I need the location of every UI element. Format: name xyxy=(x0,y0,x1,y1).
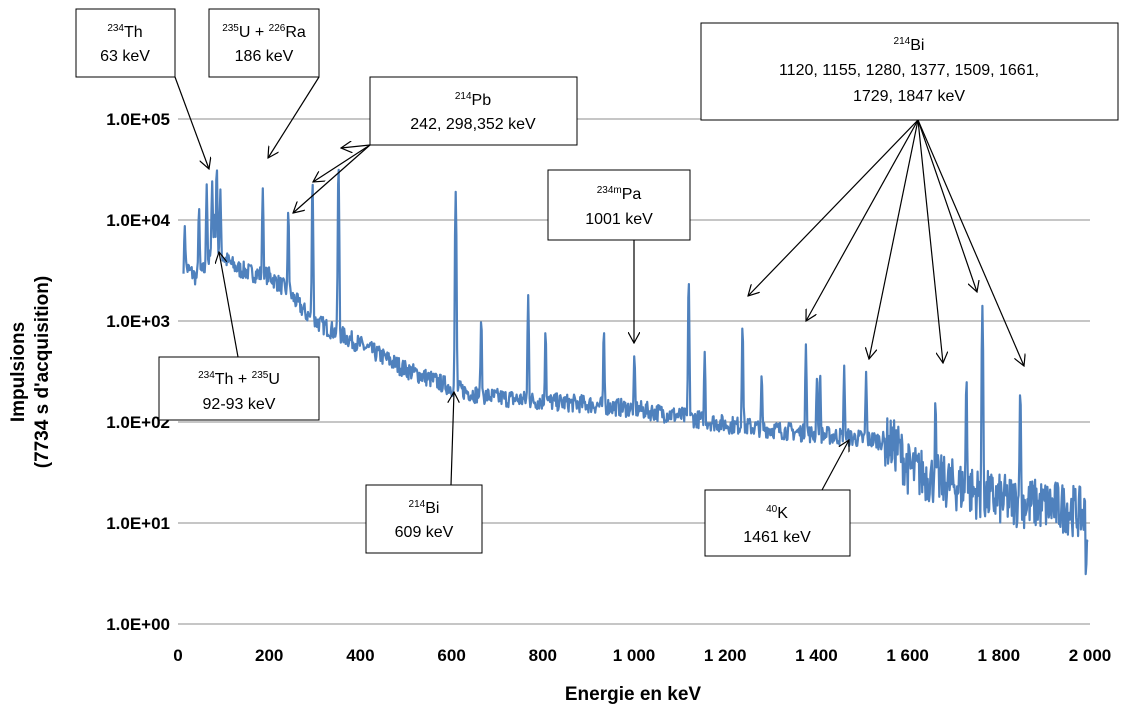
arrow-bi214-1661 xyxy=(917,119,943,363)
x-tick-label-4: 800 xyxy=(529,646,557,665)
svg-text:609 keV: 609 keV xyxy=(395,524,454,541)
arrow-bi214-1729 xyxy=(917,119,977,292)
arrow-th234-u235-92 xyxy=(219,252,239,358)
arrow-pb214-298 xyxy=(313,144,371,182)
annotation-u235-ra226: 235U + 226Ra 186 keV xyxy=(208,8,320,78)
svg-text:40K: 40K xyxy=(766,504,788,522)
svg-text:235U + 226Ra: 235U + 226Ra xyxy=(222,23,306,41)
svg-text:242, 298,352 keV: 242, 298,352 keV xyxy=(410,116,536,133)
arrow-u235-ra226 xyxy=(268,76,320,158)
svg-text:92-93 keV: 92-93 keV xyxy=(203,396,276,413)
y-tick-label-3: 1.0E+03 xyxy=(106,312,170,331)
annotation-k40: 40K 1461 keV xyxy=(704,489,851,557)
arrow-pb214-352 xyxy=(341,145,371,148)
x-tick-label-1: 200 xyxy=(255,646,283,665)
annotation-pa234m: 234mPa 1001 keV xyxy=(547,169,691,241)
x-tick-label-7: 1 400 xyxy=(795,646,838,665)
x-tick-label-3: 600 xyxy=(437,646,465,665)
y-axis-title-line-1: Impulsions xyxy=(8,322,29,422)
y-tick-label-4: 1.0E+04 xyxy=(106,211,170,230)
arrow-k40 xyxy=(821,440,849,491)
svg-text:214Pb: 214Pb xyxy=(455,91,491,109)
y-tick-labels: 1.0E+00 1.0E+01 1.0E+02 1.0E+03 1.0E+04 1.0E+… xyxy=(106,110,170,634)
x-tick-label-2: 400 xyxy=(346,646,374,665)
svg-text:214Bi: 214Bi xyxy=(409,499,440,517)
spectrum-line xyxy=(182,168,1089,576)
annotation-bi214-high: 214Bi 1120, 1155, 1280, 1377, 1509, 1661… xyxy=(700,22,1119,121)
x-tick-label-10: 2 000 xyxy=(1069,646,1112,665)
annotation-bi214-609: 214Bi 609 keV xyxy=(365,484,483,554)
x-tick-label-5: 1 000 xyxy=(613,646,656,665)
y-tick-label-0: 1.0E+00 xyxy=(106,615,170,634)
y-tick-label-1: 1.0E+01 xyxy=(106,514,170,533)
spectrum-series xyxy=(182,168,1089,576)
arrow-bi214-609 xyxy=(451,392,454,486)
annotation-arrows xyxy=(174,76,1024,491)
x-tick-label-6: 1 200 xyxy=(704,646,747,665)
annotation-th234-u235: 234Th + 235U 92-93 keV xyxy=(158,356,320,421)
x-tick-label-0: 0 xyxy=(173,646,182,665)
svg-text:1120, 1155, 1280, 1377, 1509,: 1120, 1155, 1280, 1377, 1509, 1661, xyxy=(779,62,1039,79)
svg-text:1001 keV: 1001 keV xyxy=(585,211,653,228)
x-tick-label-8: 1 600 xyxy=(886,646,929,665)
svg-text:234mPa: 234mPa xyxy=(597,185,642,203)
arrow-bi214-1509 xyxy=(869,119,919,359)
svg-text:234Th + 235U: 234Th + 235U xyxy=(198,370,280,388)
x-tick-labels: 0 200 400 600 800 1 000 1 200 1 400 1 600 1 800 2 … xyxy=(173,646,1111,665)
y-tick-label-5: 1.0E+05 xyxy=(106,110,170,129)
annotation-pb214: 214Pb 242, 298,352 keV xyxy=(369,76,578,146)
arrow-bi214-1280 xyxy=(806,119,919,321)
arrow-th234-63 xyxy=(174,76,209,169)
x-tick-label-9: 1 800 xyxy=(978,646,1021,665)
annotation-th234-63: 234Th 63 keV xyxy=(75,8,176,78)
svg-text:234Th: 234Th xyxy=(107,23,142,41)
svg-text:214Bi: 214Bi xyxy=(894,36,925,54)
arrow-bi214-1120 xyxy=(748,119,919,296)
arrow-bi214-1847 xyxy=(917,119,1024,366)
y-axis-title-line-2: (7734 s d'acquisition) xyxy=(32,276,53,468)
y-tick-label-2: 1.0E+02 xyxy=(106,413,170,432)
arrow-pb214-242 xyxy=(293,144,371,213)
svg-text:1729, 1847 keV: 1729, 1847 keV xyxy=(853,88,965,105)
svg-text:63 keV: 63 keV xyxy=(100,48,150,65)
x-axis-title: Energie en keV xyxy=(565,684,702,705)
svg-text:186 keV: 186 keV xyxy=(235,48,294,65)
svg-text:1461 keV: 1461 keV xyxy=(743,529,811,546)
